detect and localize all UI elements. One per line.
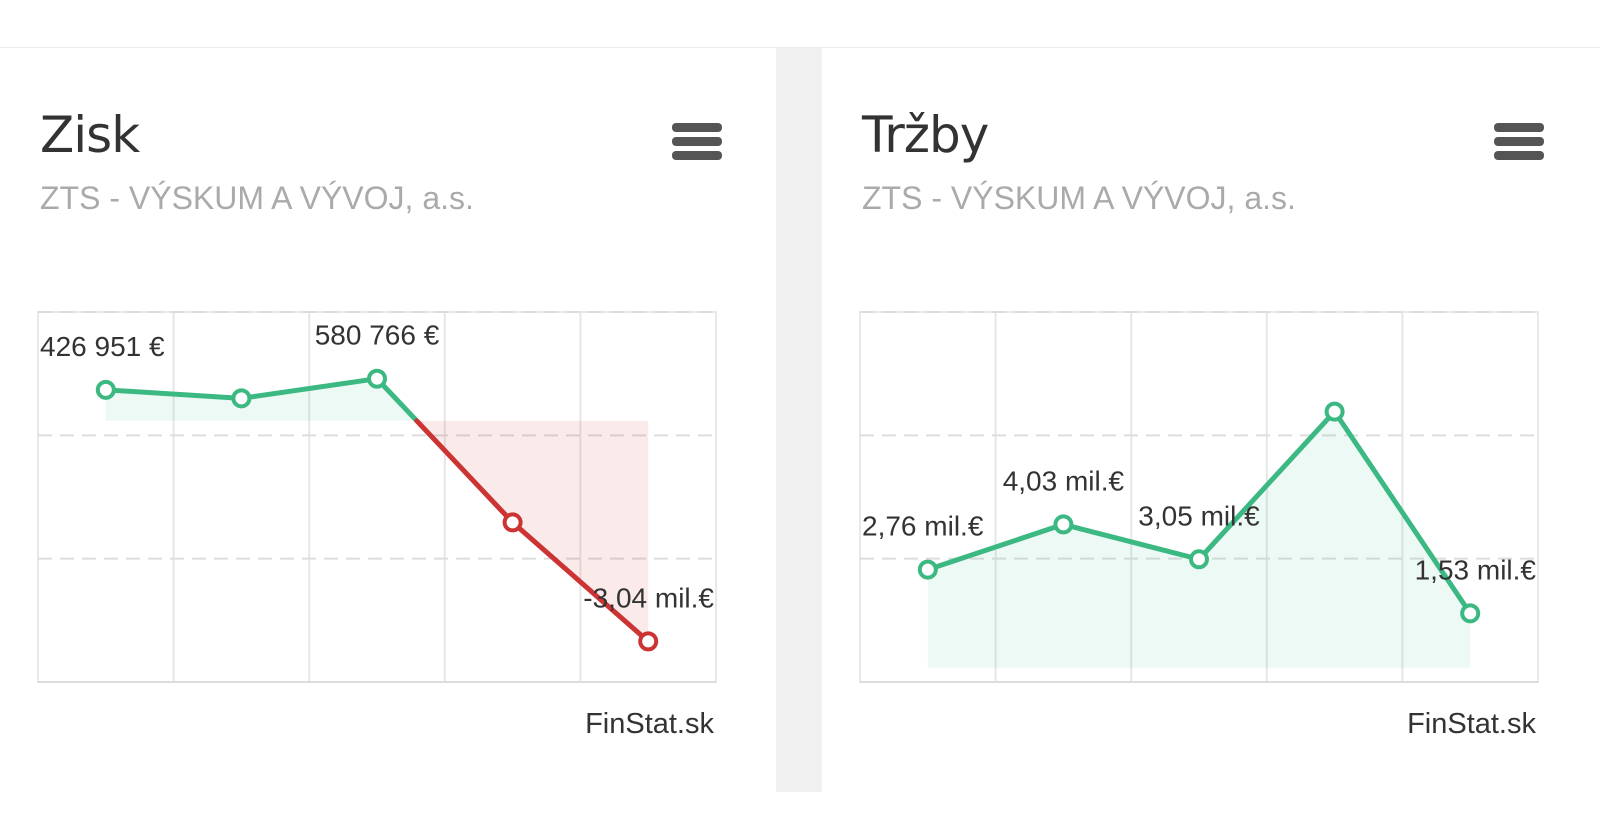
series-line xyxy=(1332,409,1473,616)
series-line xyxy=(925,521,1066,573)
hamburger-menu-icon[interactable] xyxy=(672,123,722,163)
area-negative xyxy=(416,420,513,523)
data-point xyxy=(502,512,523,533)
data-point xyxy=(1053,514,1074,535)
area-negative xyxy=(512,420,649,642)
series-line xyxy=(238,376,380,401)
data-point xyxy=(638,631,659,652)
hamburger-menu-icon[interactable] xyxy=(1494,123,1544,163)
chart-subtitle: ZTS - VÝSKUM A VÝVOJ, a.s. xyxy=(862,180,1296,216)
finstat-credit[interactable]: FinStat.sk xyxy=(1407,708,1536,740)
series-line xyxy=(1060,521,1202,562)
area-positive xyxy=(1199,411,1335,668)
chart-title: Tržby xyxy=(862,106,989,164)
data-label: 426 951 € xyxy=(40,331,165,362)
panel-divider xyxy=(776,48,822,792)
series-line xyxy=(1196,409,1338,562)
data-label: -3,04 mil.€ xyxy=(583,582,714,613)
zisk-panel: Zisk ZTS - VÝSKUM A VÝVOJ, a.s. 426 951 … xyxy=(0,48,776,792)
series-line xyxy=(414,418,516,525)
data-label: 580 766 € xyxy=(315,320,440,351)
data-point xyxy=(231,388,252,409)
data-label: 3,05 mil.€ xyxy=(1138,500,1260,531)
area-positive xyxy=(241,378,377,421)
trzby-panel: Tržby ZTS - VÝSKUM A VÝVOJ, a.s. 2,76 mi… xyxy=(822,48,1600,792)
data-label: 2,76 mil.€ xyxy=(862,511,984,542)
series-line xyxy=(510,519,651,644)
top-separator xyxy=(0,47,1600,48)
data-point xyxy=(917,559,938,580)
zisk-chart: 426 951 €580 766 €-3,04 mil.€20202021202… xyxy=(37,311,717,683)
data-point xyxy=(1460,603,1481,624)
chart-title: Zisk xyxy=(40,106,140,164)
data-point xyxy=(1189,549,1209,570)
area-positive xyxy=(1063,524,1199,668)
data-point xyxy=(95,379,116,400)
data-point xyxy=(367,368,387,389)
data-label: 4,03 mil.€ xyxy=(1003,465,1125,496)
data-label: 1,53 mil.€ xyxy=(1415,554,1537,585)
chart-subtitle: ZTS - VÝSKUM A VÝVOJ, a.s. xyxy=(40,180,474,216)
data-point xyxy=(1324,401,1345,422)
finstat-credit[interactable]: FinStat.sk xyxy=(585,708,714,740)
series-line xyxy=(103,387,244,401)
trzby-chart: 2,76 mil.€ 4,03 mil.€ 3,05 mil.€ 1,53 mil.€… xyxy=(859,311,1539,683)
area-positive xyxy=(1334,411,1471,668)
